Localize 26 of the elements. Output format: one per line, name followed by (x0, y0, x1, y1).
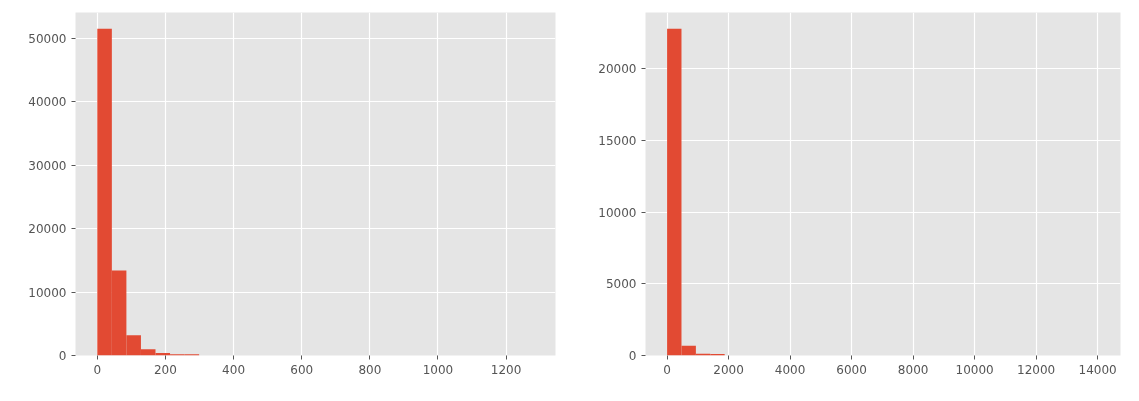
x-tick-label: 12000 (1017, 362, 1056, 377)
x-tick-label: 8000 (897, 362, 929, 377)
x-tick-label: 1200 (490, 362, 522, 377)
y-tick-label: 0 (58, 349, 67, 363)
y-tick-label: 20000 (598, 62, 637, 77)
y-tick-label: 20000 (28, 222, 67, 237)
x-tick-label: 400 (222, 362, 246, 377)
y-tick-label: 40000 (28, 95, 67, 110)
y-tick-label: 50000 (28, 31, 67, 46)
x-tick-label: 800 (358, 362, 382, 377)
y-tick-label: 10000 (598, 205, 637, 220)
x-tick-label: 0 (663, 362, 671, 377)
y-tick-label: 30000 (28, 158, 67, 173)
x-tick-label: 10000 (955, 362, 994, 377)
y-tick-label: 15000 (598, 134, 637, 149)
x-tick-label: 1000 (422, 362, 454, 377)
x-tick-label: 6000 (836, 362, 867, 377)
x-tick-label: 14000 (1078, 362, 1117, 377)
y-tick-label: 0 (628, 349, 637, 363)
y-tick-label: 5000 (605, 277, 637, 292)
x-tick-label: 200 (153, 362, 177, 377)
x-tick-label: 0 (93, 362, 102, 377)
x-tick-label: 2000 (713, 362, 744, 377)
x-tick-label: 600 (290, 362, 314, 377)
y-tick-label: 10000 (28, 285, 67, 300)
x-tick-label: 4000 (774, 362, 806, 377)
